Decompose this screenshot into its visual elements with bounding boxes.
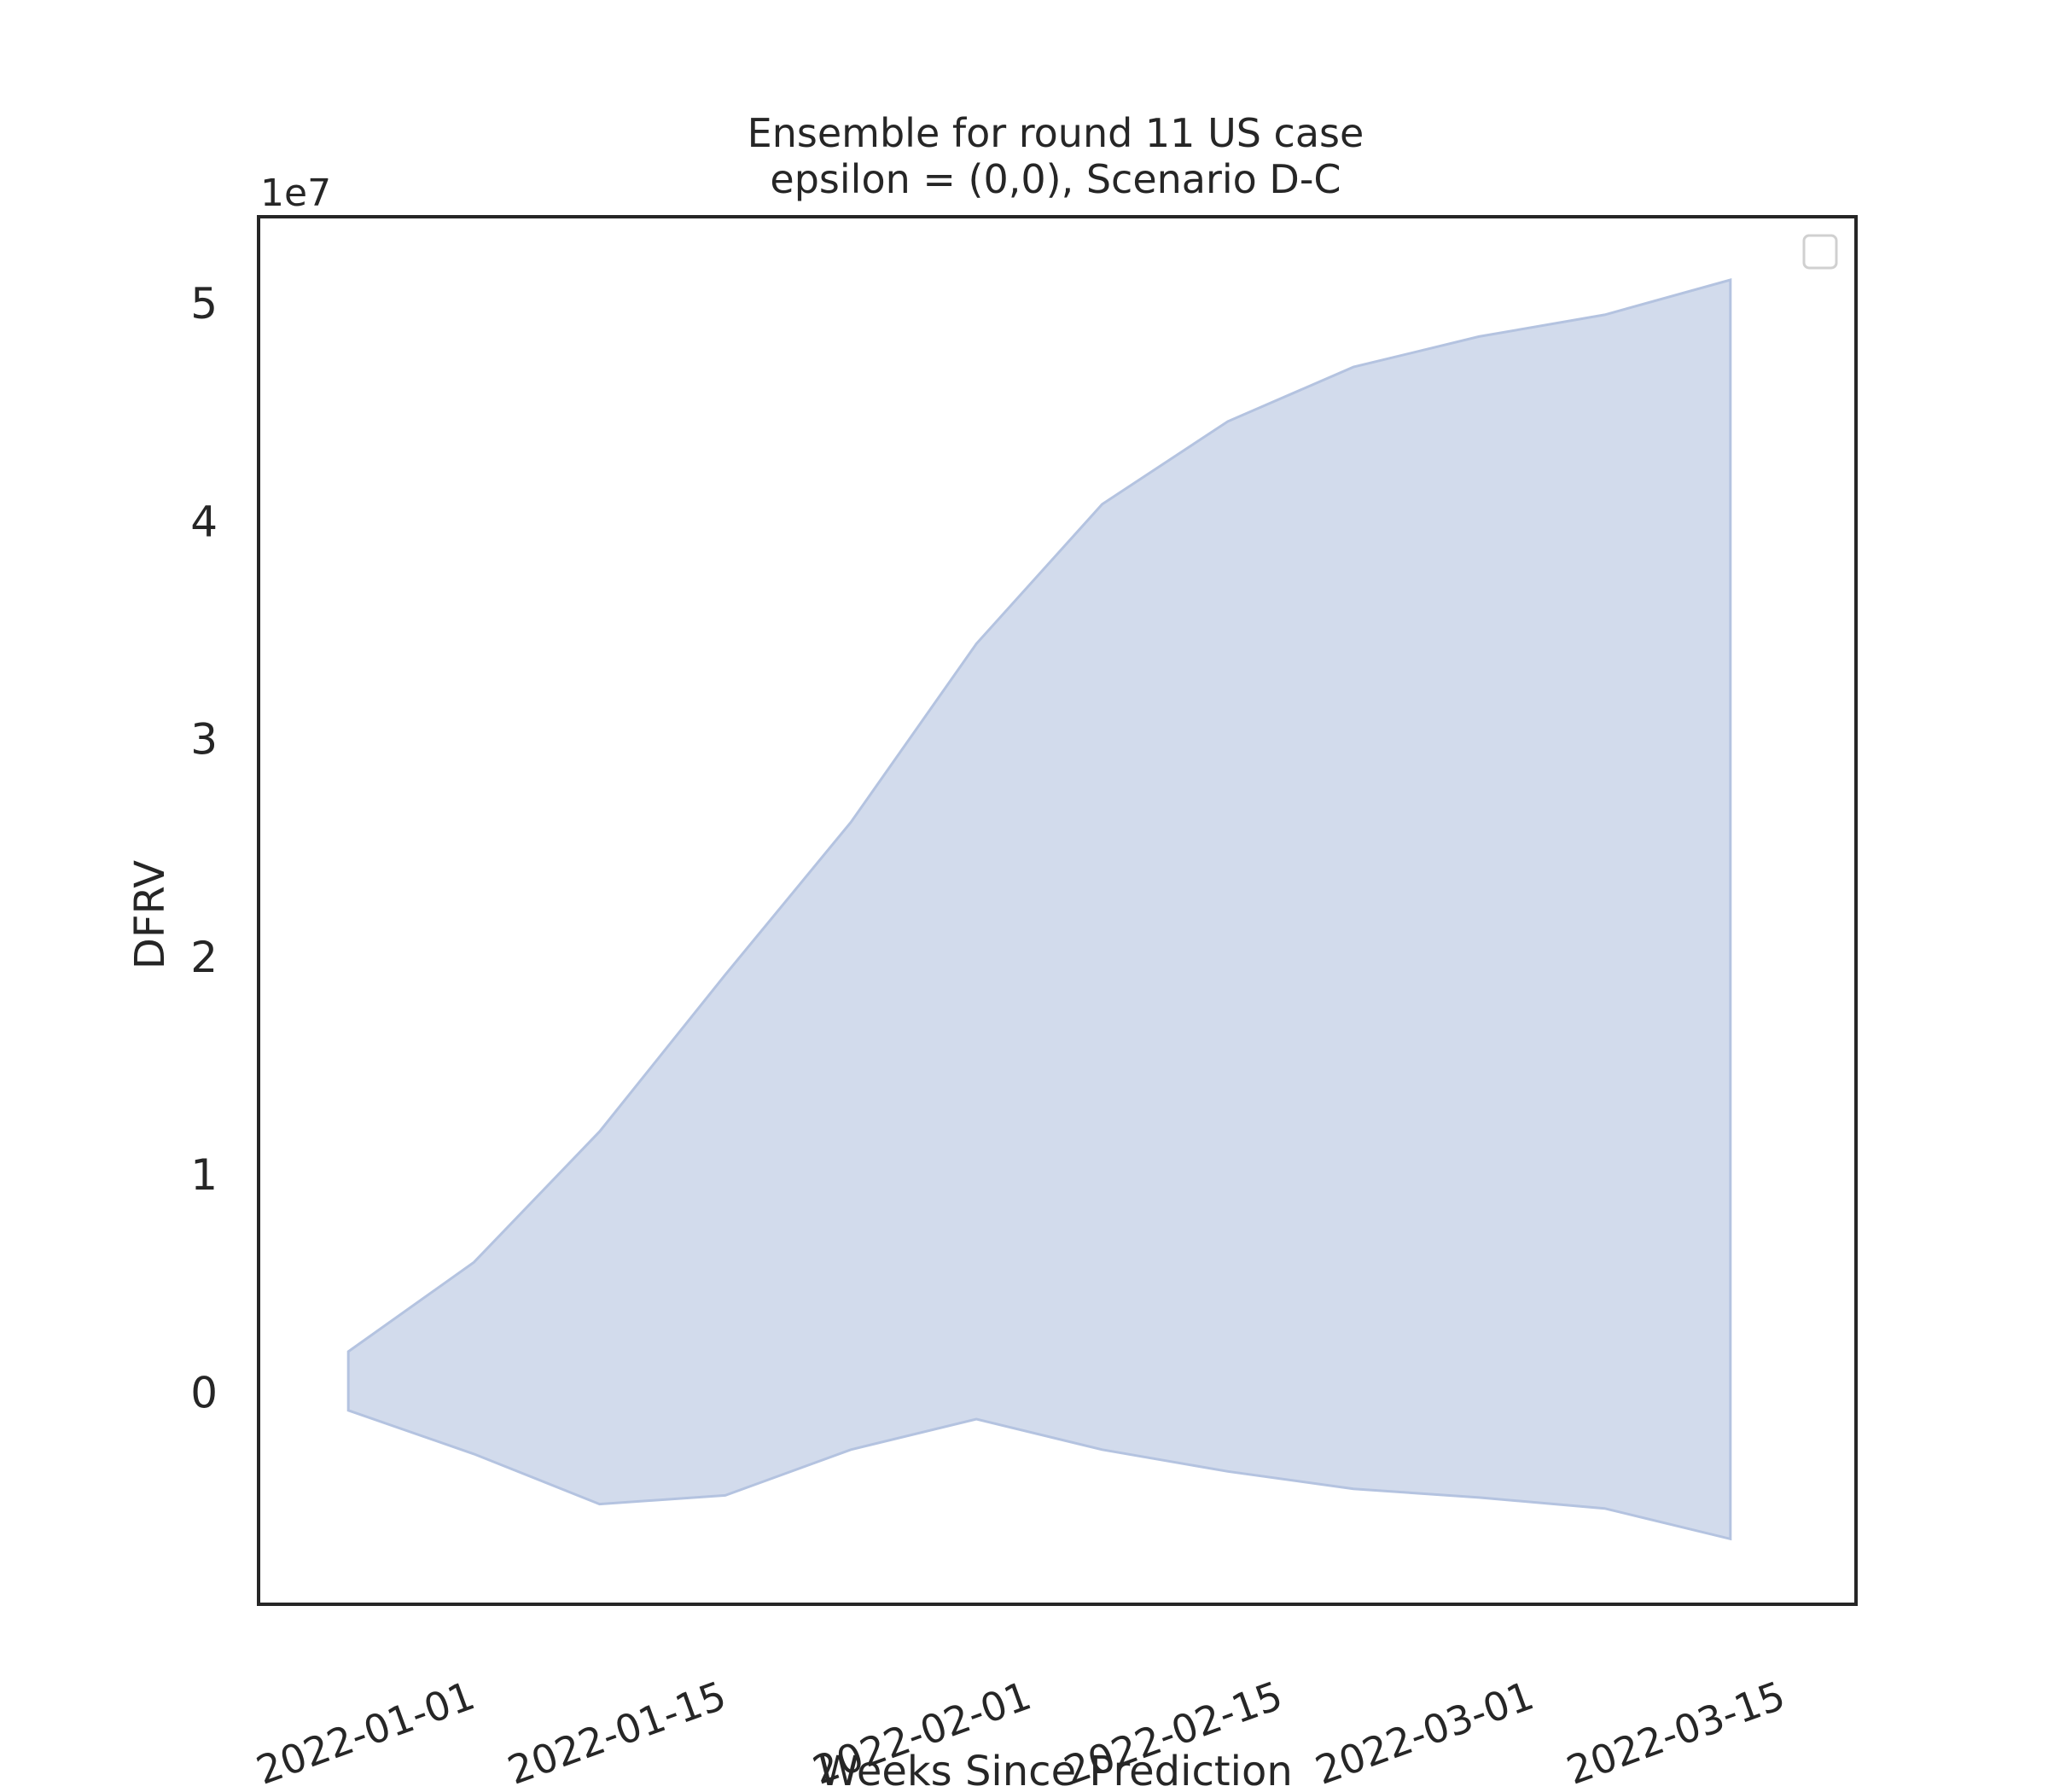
y-offset-label: 1e7 <box>260 172 331 215</box>
y-tick-label: 2 <box>190 933 218 982</box>
legend <box>1802 234 1838 270</box>
y-axis-ticks: 0 1 2 3 4 5 <box>190 279 218 1417</box>
plot-area <box>346 278 1732 1541</box>
chart-title-line-2: epsilon = (0,0), Scenario D-C <box>770 156 1341 202</box>
y-tick-label: 0 <box>190 1368 218 1417</box>
x-tick-label: 2022-01-15 <box>502 1673 732 1792</box>
x-axis-label: Weeks Since Prediction <box>818 1748 1293 1792</box>
y-tick-label: 3 <box>190 715 218 765</box>
x-tick-label: 2022-03-15 <box>1561 1673 1791 1792</box>
x-tick-label: 2022-01-01 <box>250 1673 480 1792</box>
confidence-band-0 <box>346 278 1732 1541</box>
legend-box <box>1802 234 1838 270</box>
y-tick-label: 1 <box>190 1150 218 1200</box>
chart-title-line-1: Ensemble for round 11 US case <box>748 110 1364 156</box>
x-tick-label: 2022-03-01 <box>1309 1673 1539 1792</box>
y-tick-label: 5 <box>190 279 218 329</box>
y-axis-label: DFRV <box>126 860 174 969</box>
y-tick-label: 4 <box>190 497 218 546</box>
plot-frame <box>257 215 1858 1606</box>
